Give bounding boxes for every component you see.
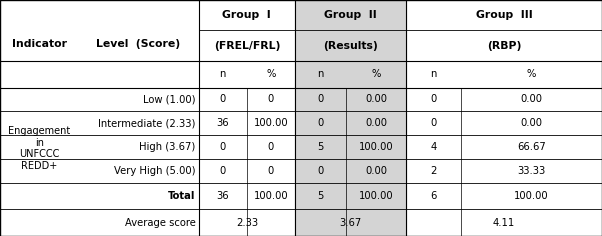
Text: %: % — [527, 69, 536, 79]
Text: 2.33: 2.33 — [236, 218, 258, 228]
Text: 36: 36 — [217, 118, 229, 128]
Text: 0: 0 — [268, 142, 274, 152]
Text: 2: 2 — [430, 166, 436, 176]
Bar — [295, 0, 406, 236]
Text: 0: 0 — [220, 94, 226, 105]
Text: n: n — [220, 69, 226, 79]
Text: Very High (5.00): Very High (5.00) — [114, 166, 196, 176]
Text: 66.67: 66.67 — [517, 142, 545, 152]
Text: High (3.67): High (3.67) — [140, 142, 196, 152]
Text: 33.33: 33.33 — [517, 166, 545, 176]
Text: 0.00: 0.00 — [520, 94, 542, 105]
Text: 0: 0 — [268, 94, 274, 105]
Text: 5: 5 — [317, 191, 324, 201]
Text: Low (1.00): Low (1.00) — [143, 94, 196, 105]
Text: Level  (Score): Level (Score) — [96, 39, 181, 49]
Text: Group  I: Group I — [223, 10, 271, 20]
Text: 100.00: 100.00 — [359, 191, 394, 201]
Text: 0: 0 — [220, 166, 226, 176]
Text: 0.00: 0.00 — [365, 166, 387, 176]
Text: Indicator: Indicator — [11, 39, 67, 49]
Text: 0: 0 — [430, 118, 436, 128]
Text: 4: 4 — [430, 142, 436, 152]
Text: 100.00: 100.00 — [253, 191, 288, 201]
Text: 0.00: 0.00 — [365, 94, 387, 105]
Text: Group  II: Group II — [324, 10, 377, 20]
Text: 0: 0 — [317, 94, 324, 105]
Text: 0: 0 — [430, 94, 436, 105]
Text: Group  III: Group III — [476, 10, 533, 20]
Text: 0: 0 — [268, 166, 274, 176]
Text: 36: 36 — [217, 191, 229, 201]
Text: %: % — [371, 69, 381, 79]
Text: Average score: Average score — [125, 218, 196, 228]
Text: n: n — [317, 69, 324, 79]
Text: (Results): (Results) — [323, 41, 378, 51]
Text: Engagement
in
UNFCCC
REDD+: Engagement in UNFCCC REDD+ — [8, 126, 70, 171]
Text: Total: Total — [169, 191, 196, 201]
Text: 4.11: 4.11 — [493, 218, 515, 228]
Text: 0: 0 — [220, 142, 226, 152]
Text: 100.00: 100.00 — [253, 118, 288, 128]
Text: (RBP): (RBP) — [487, 41, 521, 51]
Text: (FREL/FRL): (FREL/FRL) — [214, 41, 280, 51]
Text: 0.00: 0.00 — [365, 118, 387, 128]
Text: 0: 0 — [317, 166, 324, 176]
Text: 6: 6 — [430, 191, 436, 201]
Text: %: % — [266, 69, 276, 79]
Text: 0.00: 0.00 — [520, 118, 542, 128]
Text: 0: 0 — [317, 118, 324, 128]
Text: Intermediate (2.33): Intermediate (2.33) — [98, 118, 196, 128]
Text: 5: 5 — [317, 142, 324, 152]
Text: 3.67: 3.67 — [340, 218, 362, 228]
Text: 100.00: 100.00 — [514, 191, 548, 201]
Text: 100.00: 100.00 — [359, 142, 394, 152]
Text: n: n — [430, 69, 436, 79]
